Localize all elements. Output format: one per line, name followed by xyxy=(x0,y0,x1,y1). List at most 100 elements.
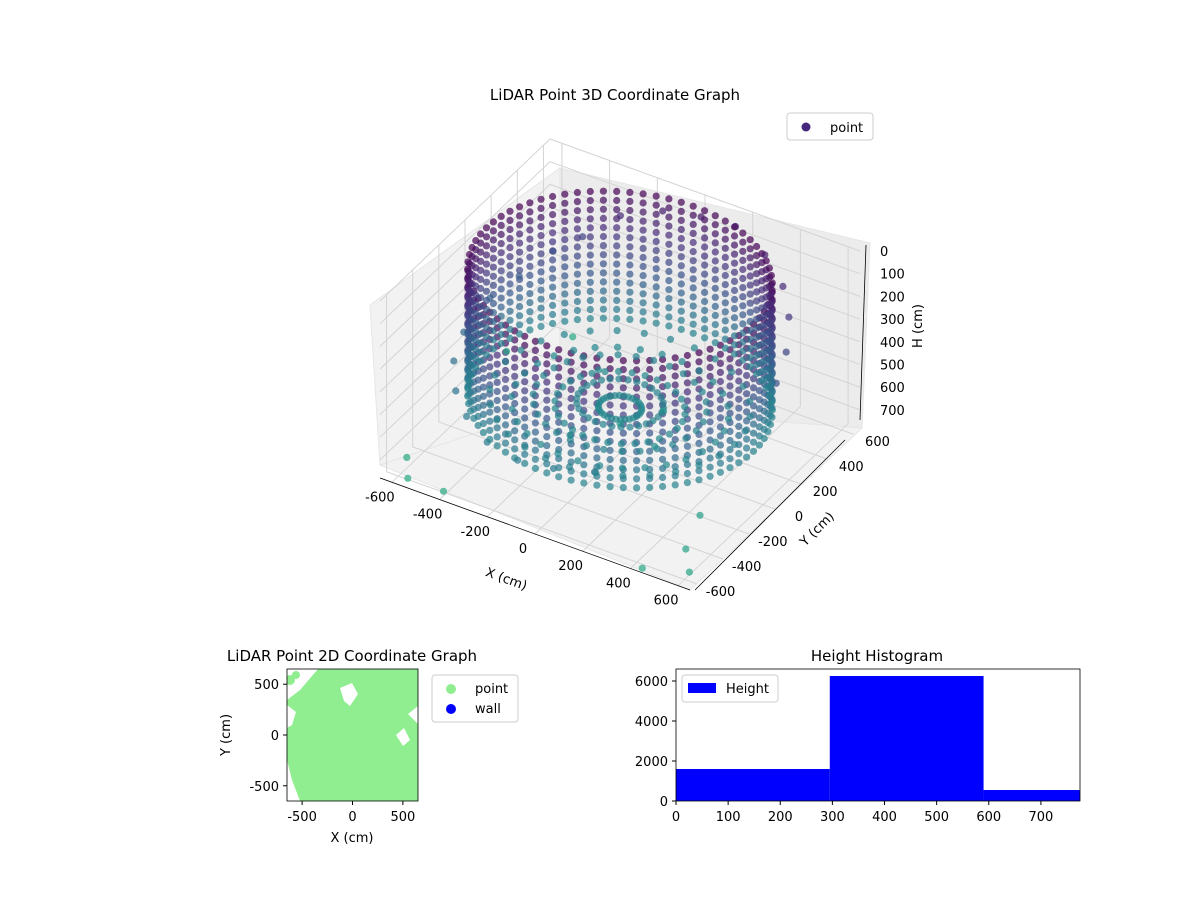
point-3d-818 xyxy=(739,293,747,301)
point-3d-718 xyxy=(648,384,656,392)
point-3d-441 xyxy=(617,440,626,448)
point-3d-1109 xyxy=(506,225,514,234)
point-3d-1056 xyxy=(489,345,497,353)
point-3d-27 xyxy=(646,429,654,437)
histogram-legend-swatch xyxy=(688,683,716,693)
point-3d-1262 xyxy=(561,217,569,225)
point-3d-284 xyxy=(543,351,551,359)
grid-line-y-2 xyxy=(438,244,750,535)
point-3d-1225 xyxy=(599,287,608,295)
point-3d-1076 xyxy=(665,213,673,221)
point-3d-181 xyxy=(580,452,588,460)
point-3d-1221 xyxy=(599,251,608,259)
point-3d-778 xyxy=(746,317,754,325)
point-3d-1098 xyxy=(652,247,660,255)
point-3d-466 xyxy=(768,413,776,421)
point-3d-316 xyxy=(755,441,764,449)
point-3d-1274 xyxy=(573,188,582,197)
point-3d-1078 xyxy=(665,231,673,239)
point-3d-247 xyxy=(743,435,751,443)
point-3d-758 xyxy=(641,381,649,389)
point-3d-472 xyxy=(493,360,501,368)
point-3d-942 xyxy=(711,230,719,238)
histogram-bar-2 xyxy=(983,790,1080,801)
point-3d-886 xyxy=(721,217,729,225)
point-3d-757 xyxy=(465,400,473,408)
point-3d-1205 xyxy=(537,250,545,258)
hist-y-tick-label-2: 4000 xyxy=(635,715,668,730)
point-3d-2 xyxy=(682,545,690,553)
point-3d-433 xyxy=(501,385,510,393)
point-3d-442 xyxy=(692,427,700,435)
point-3d-5 xyxy=(659,364,667,373)
point-3d-1263 xyxy=(561,226,569,235)
point-3d-1157 xyxy=(626,225,634,233)
point-3d-371 xyxy=(542,454,550,462)
point-3d-1038 xyxy=(677,298,685,306)
point-3d-585 xyxy=(702,398,710,406)
point-3d-221 xyxy=(567,367,575,375)
point-3d-941 xyxy=(711,221,719,229)
point-3d-1143 xyxy=(516,248,524,256)
point-3d-1107 xyxy=(506,207,514,215)
point-3d-567 xyxy=(785,313,793,321)
point-3d-692 xyxy=(758,377,766,385)
point-3d-279 xyxy=(749,420,758,428)
point-3d-1033 xyxy=(677,253,685,261)
y-tick-label-3d-4: 200 xyxy=(813,485,838,500)
point-3d-133 xyxy=(706,418,714,426)
point-3d-965 xyxy=(701,252,709,260)
point-3d-1270 xyxy=(561,290,569,298)
point-3d-3 xyxy=(696,511,704,519)
point-3d-197 xyxy=(726,446,734,454)
point-3d-108 xyxy=(695,476,703,484)
point-3d-821 xyxy=(739,320,747,328)
point-3d-661 xyxy=(470,414,478,422)
point-3d-959 xyxy=(636,346,644,354)
point-3d-1192 xyxy=(613,260,621,268)
point-3d-75 xyxy=(633,457,641,465)
point-3d-884 xyxy=(491,371,499,379)
point-3d-858 xyxy=(730,295,739,304)
point-3d-358 xyxy=(521,387,529,395)
y-tick-label-3d-0: -600 xyxy=(706,585,736,600)
point-3d-1200 xyxy=(537,204,545,212)
hist-x-tick-label-3: 300 xyxy=(820,810,845,825)
point-3d-1165 xyxy=(626,297,634,305)
point-3d-776 xyxy=(746,299,754,307)
point-3d-725 xyxy=(403,453,411,461)
point-3d-17 xyxy=(659,473,667,482)
point-3d-1029 xyxy=(677,216,685,224)
point-3d-1218 xyxy=(599,223,608,232)
point-3d-1059 xyxy=(497,212,505,220)
point-3d-1240 xyxy=(549,292,557,300)
point-3d-142 xyxy=(716,359,725,367)
point-3d-820 xyxy=(739,311,747,319)
point-3d-1045 xyxy=(489,245,497,253)
point-3d-360 xyxy=(521,405,529,413)
point-3d-969 xyxy=(701,288,709,296)
point-3d-1266 xyxy=(561,254,569,262)
point-3d-1160 xyxy=(626,252,634,260)
point-3d-298 xyxy=(662,461,671,469)
point-3d-1032 xyxy=(677,244,685,252)
point-3d-281 xyxy=(749,438,758,446)
point-3d-777 xyxy=(746,308,754,316)
x-tick-label-3d-0: -600 xyxy=(365,490,395,505)
point-3d-714 xyxy=(508,405,516,413)
point-3d-1104 xyxy=(652,301,660,309)
point-3d-924 xyxy=(596,351,604,359)
point-3d-645 xyxy=(762,384,770,392)
point-3d-451 xyxy=(665,430,674,438)
point-3d-804 xyxy=(606,375,614,383)
point-3d-946 xyxy=(711,266,719,274)
point-3d-113 xyxy=(606,383,614,391)
point-3d-1258 xyxy=(586,315,594,323)
point-3d-218 xyxy=(735,459,743,467)
point-3d-888 xyxy=(721,235,729,243)
point-3d-666 xyxy=(698,388,706,396)
point-3d-101 xyxy=(695,412,703,420)
point-3d-483 xyxy=(537,440,545,448)
point-3d-1123 xyxy=(639,190,647,198)
point-3d-1110 xyxy=(506,235,514,243)
